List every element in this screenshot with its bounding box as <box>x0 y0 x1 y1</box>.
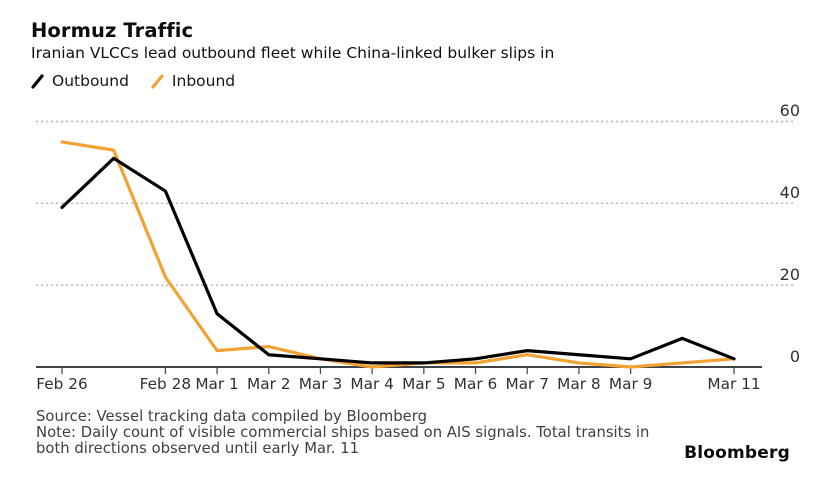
y-axis-label: 60 <box>779 101 800 121</box>
x-axis-label: Mar 4 <box>350 375 394 393</box>
source-text: Source: Vessel tracking data compiled by… <box>36 408 427 425</box>
x-axis-label: Mar 8 <box>557 375 601 393</box>
inbound-line-swatch-icon <box>151 73 164 89</box>
note-text-line1: Note: Daily count of visible commercial … <box>36 424 650 442</box>
chart-subtitle: Iranian VLCCs lead outbound fleet while … <box>31 44 555 62</box>
legend-label-outbound: Outbound <box>52 72 129 90</box>
x-axis-label: Mar 6 <box>453 375 498 393</box>
bloomberg-logo: Bloomberg <box>684 443 790 463</box>
outbound-line-swatch-icon <box>31 73 44 89</box>
x-axis-label: Mar 3 <box>298 375 343 393</box>
series-line-inbound <box>60 140 736 369</box>
legend-label-inbound: Inbound <box>171 72 236 90</box>
source-note-block: Source: Vessel tracking data compiled by… <box>36 408 650 458</box>
series-line-outbound <box>60 156 736 365</box>
legend: Outbound Inbound <box>31 72 235 90</box>
x-axis-label: Mar 1 <box>195 375 239 393</box>
y-axis-label: 0 <box>789 347 800 366</box>
x-axis-label: Mar 9 <box>608 375 653 393</box>
note-text-line2: both directions observed until early Mar… <box>36 440 359 458</box>
chart-title: Hormuz Traffic <box>31 19 194 42</box>
y-axis-label: 20 <box>779 265 800 285</box>
x-axis-label: Mar 11 <box>707 375 761 393</box>
y-axis-label: 40 <box>779 183 800 203</box>
x-axis-label: Mar 7 <box>505 375 549 393</box>
x-axis-label: Mar 2 <box>247 375 291 393</box>
x-axis-label: Mar 5 <box>402 375 446 393</box>
legend-item-inbound: Inbound <box>151 72 235 90</box>
x-axis-label: Feb 26 <box>36 375 88 393</box>
legend-item-outbound: Outbound <box>31 72 129 90</box>
x-axis-label: Feb 28 <box>139 375 192 393</box>
